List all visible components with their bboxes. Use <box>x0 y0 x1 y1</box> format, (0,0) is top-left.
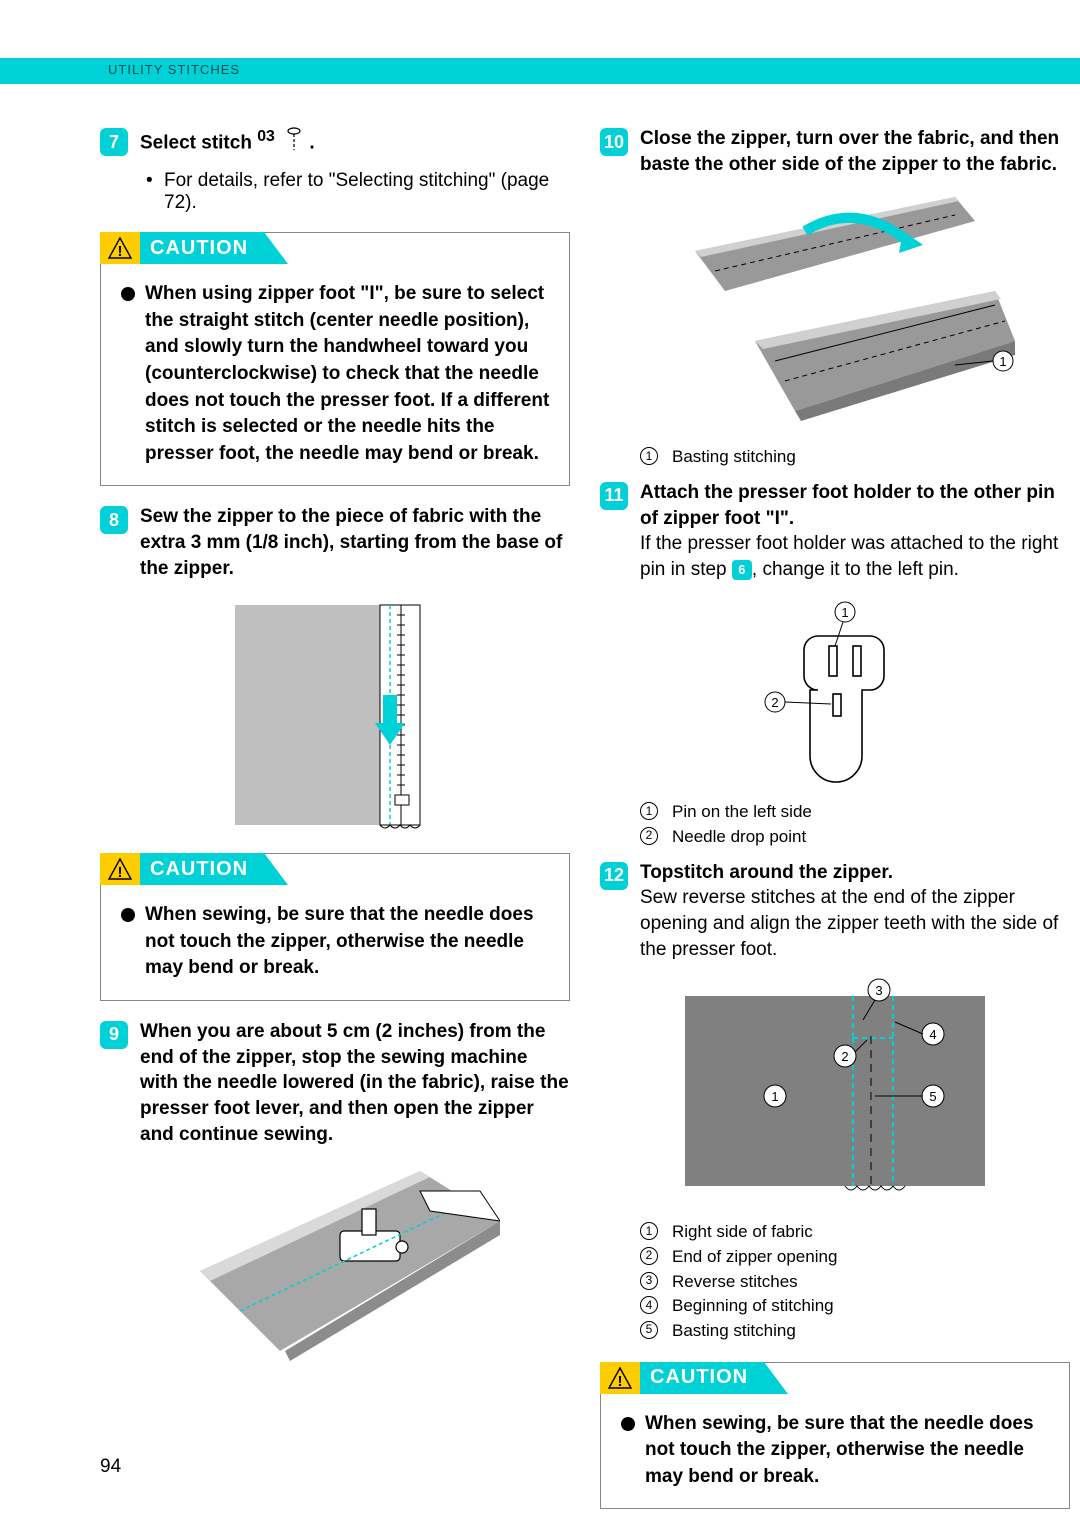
step-9-title: When you are about 5 cm (2 inches) from … <box>140 1019 570 1147</box>
svg-text:!: ! <box>618 1373 623 1390</box>
callout-num: 4 <box>640 1296 658 1314</box>
svg-text:1: 1 <box>771 1089 778 1104</box>
caution-warn-icon: ! <box>100 232 140 264</box>
caution-label: CAUTION <box>640 1362 764 1394</box>
svg-text:2: 2 <box>771 695 778 710</box>
fig12-callouts: 1 Right side of fabric 2 End of zipper ope… <box>640 1220 1070 1343</box>
svg-text:3: 3 <box>875 983 882 998</box>
callout-label: Pin on the left side <box>672 800 812 825</box>
step-7-title-post: . <box>309 132 314 153</box>
step-11-title: Attach the presser foot holder to the ot… <box>640 480 1070 531</box>
svg-text:!: ! <box>118 243 123 260</box>
step-10: 10 Close the zipper, turn over the fabri… <box>600 126 1070 177</box>
step-8: 8 Sew the zipper to the piece of fabric … <box>100 504 570 581</box>
caution-tab: ! CAUTION <box>600 1362 788 1394</box>
step-12-body: Sew reverse stitches at the end of the z… <box>640 885 1070 962</box>
fig11-callouts: 1 Pin on the left side 2 Needle drop point <box>640 800 1070 849</box>
step-10-title: Close the zipper, turn over the fabric, … <box>640 126 1070 177</box>
step-12-title: Topstitch around the zipper. <box>640 860 1070 886</box>
callout-num: 3 <box>640 1272 658 1290</box>
callout-label: End of zipper opening <box>672 1245 837 1270</box>
callout-label: Right side of fabric <box>672 1220 813 1245</box>
step-9: 9 When you are about 5 cm (2 inches) fro… <box>100 1019 570 1147</box>
step-badge-7: 7 <box>100 128 128 156</box>
step-7-title: Select stitch 03 . <box>140 126 570 160</box>
callout-label: Basting stitching <box>672 1319 796 1344</box>
caution-box-3: ! CAUTION When sewing, be sure that the … <box>600 1362 1070 1510</box>
svg-text:5: 5 <box>929 1089 936 1104</box>
figure-step-8 <box>100 595 570 835</box>
svg-text:1: 1 <box>999 354 1006 369</box>
caution-warn-icon: ! <box>600 1362 640 1394</box>
callout-label: Reverse stitches <box>672 1270 798 1295</box>
inline-step-badge: 6 <box>732 560 752 580</box>
fig10-callouts: 1 Basting stitching <box>640 445 1070 470</box>
figure-step-11: 1 2 <box>600 596 1070 786</box>
step-badge-10: 10 <box>600 128 628 156</box>
caution-label: CAUTION <box>140 853 264 885</box>
callout-label: Basting stitching <box>672 445 796 470</box>
step-11: 11 Attach the presser foot holder to the… <box>600 480 1070 583</box>
caution-2-text: When sewing, be sure that the needle doe… <box>119 902 551 982</box>
callout-num: 1 <box>640 802 658 820</box>
page-number: 94 <box>100 1456 121 1478</box>
svg-text:2: 2 <box>841 1049 848 1064</box>
caution-3-text: When sewing, be sure that the needle doe… <box>619 1411 1051 1491</box>
svg-text:1: 1 <box>841 605 848 620</box>
caution-tab: ! CAUTION <box>100 853 288 885</box>
step-7-sup: 03 <box>257 128 275 145</box>
caution-label: CAUTION <box>140 232 264 264</box>
step-7: 7 Select stitch 03 . For details, refer … <box>100 126 570 214</box>
caution-box-2: ! CAUTION When sewing, be sure that the … <box>100 853 570 1001</box>
step-7-bullet: For details, refer to "Selecting stitchi… <box>140 170 570 214</box>
callout-num: 5 <box>640 1321 658 1339</box>
callout-num: 1 <box>640 447 658 465</box>
callout-num: 2 <box>640 1247 658 1265</box>
callout-num: 2 <box>640 827 658 845</box>
step-badge-9: 9 <box>100 1021 128 1049</box>
svg-text:4: 4 <box>929 1027 936 1042</box>
step-badge-8: 8 <box>100 506 128 534</box>
figure-step-9 <box>100 1161 570 1381</box>
step-8-title: Sew the zipper to the piece of fabric wi… <box>140 504 570 581</box>
figure-step-12: 1 2 3 4 5 <box>600 976 1070 1206</box>
step-badge-11: 11 <box>600 482 628 510</box>
stitch-icon <box>284 126 304 160</box>
callout-num: 1 <box>640 1222 658 1240</box>
caution-1-text: When using zipper foot "I", be sure to s… <box>119 281 551 467</box>
callout-label: Beginning of stitching <box>672 1294 834 1319</box>
step-11-body-post: , change it to the left pin. <box>752 559 959 580</box>
step-11-body: If the presser foot holder was attached … <box>640 531 1070 582</box>
svg-text:!: ! <box>118 864 123 881</box>
left-column: 7 Select stitch 03 . For details, refer … <box>100 126 570 1395</box>
caution-warn-icon: ! <box>100 853 140 885</box>
callout-label: Needle drop point <box>672 825 806 850</box>
step-7-title-pre: Select stitch <box>140 132 257 153</box>
right-column: 10 Close the zipper, turn over the fabri… <box>600 126 1070 1527</box>
section-header: UTILITY STITCHES <box>108 62 240 77</box>
figure-step-10: 1 <box>600 191 1070 431</box>
step-12: 12 Topstitch around the zipper. Sew reve… <box>600 860 1070 963</box>
caution-tab: ! CAUTION <box>100 232 288 264</box>
caution-box-1: ! CAUTION When using zipper foot "I", be… <box>100 232 570 486</box>
step-badge-12: 12 <box>600 862 628 890</box>
